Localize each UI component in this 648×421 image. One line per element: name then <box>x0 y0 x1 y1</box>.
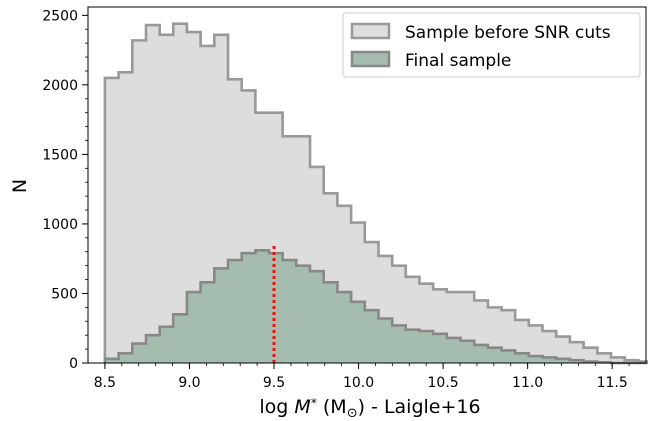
x-axis-ticks: 8.5 9.0 9.5 10.0 10.5 11.0 11.5 <box>94 363 630 391</box>
x-tick-label: 10.5 <box>428 375 459 391</box>
y-tick-label: 500 <box>51 286 78 302</box>
legend-swatch-before-snr <box>350 22 391 40</box>
series-1-outline <box>103 249 648 365</box>
y-tick-label: 1500 <box>42 147 78 163</box>
legend: Sample before SNR cuts Final sample <box>342 12 641 78</box>
x-tick-label: 10.0 <box>343 375 374 391</box>
x-tick-label: 9.5 <box>263 375 285 391</box>
x-axis-label: log M* (M⊙) - Laigle+16 <box>259 396 480 421</box>
y-tick-label: 2000 <box>42 78 78 94</box>
x-tick-label: 8.5 <box>94 375 116 391</box>
y-axis-ticks: 0 500 1000 1500 2000 2500 <box>42 8 88 372</box>
y-tick-label: 1000 <box>42 217 78 233</box>
x-tick-label: 9.0 <box>178 375 200 391</box>
y-axis-label: N <box>9 179 31 193</box>
legend-swatch-final <box>350 50 391 68</box>
x-tick-label: 11.0 <box>512 375 543 391</box>
legend-label-before-snr: Sample before SNR cuts <box>405 23 611 43</box>
legend-box <box>342 12 641 78</box>
x-tick-label: 11.5 <box>597 375 628 391</box>
plot-frame <box>87 6 647 364</box>
series-1-fill <box>104 250 648 363</box>
series-0-outline <box>103 22 648 363</box>
histogram-layer <box>103 22 648 365</box>
y-tick-label: 2500 <box>42 8 78 24</box>
legend-label-final: Final sample <box>405 51 511 71</box>
y-tick-label: 0 <box>69 356 78 372</box>
